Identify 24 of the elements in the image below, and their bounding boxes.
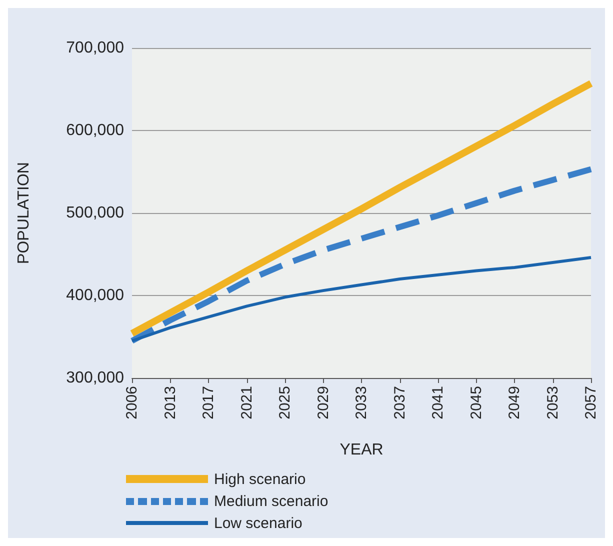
- x-tick-label: 2053: [544, 386, 562, 420]
- x-tick-label: 2029: [314, 386, 332, 420]
- legend-label: Low scenario: [214, 514, 302, 532]
- x-axis-title: YEAR: [340, 442, 384, 458]
- x-tick-label: 2045: [468, 386, 485, 420]
- x-tick-label: 2017: [200, 386, 217, 420]
- x-tick-label: 2021: [238, 386, 256, 420]
- x-tick-label: 2025: [276, 386, 294, 420]
- x-tick-label: 2013: [162, 386, 179, 420]
- y-tick-label: 500,000: [66, 204, 124, 222]
- y-axis-title: POPULATION: [16, 162, 32, 264]
- legend-label: High scenario: [214, 470, 306, 488]
- line-series: [130, 256, 592, 342]
- x-tick-label: 2049: [506, 386, 523, 420]
- x-tick-label: 2037: [391, 386, 408, 420]
- legend-label: Medium scenario: [214, 492, 328, 510]
- x-tick-label: 2033: [353, 386, 370, 420]
- x-tick-label: 2006: [124, 386, 140, 420]
- x-tick-label: 2041: [430, 386, 446, 420]
- y-tick-label: 400,000: [66, 287, 124, 304]
- y-tick-label: 300,000: [66, 370, 124, 386]
- y-tick-label: 700,000: [66, 40, 124, 56]
- y-tick-label: 600,000: [66, 122, 124, 139]
- x-tick-label: 2057: [582, 386, 600, 420]
